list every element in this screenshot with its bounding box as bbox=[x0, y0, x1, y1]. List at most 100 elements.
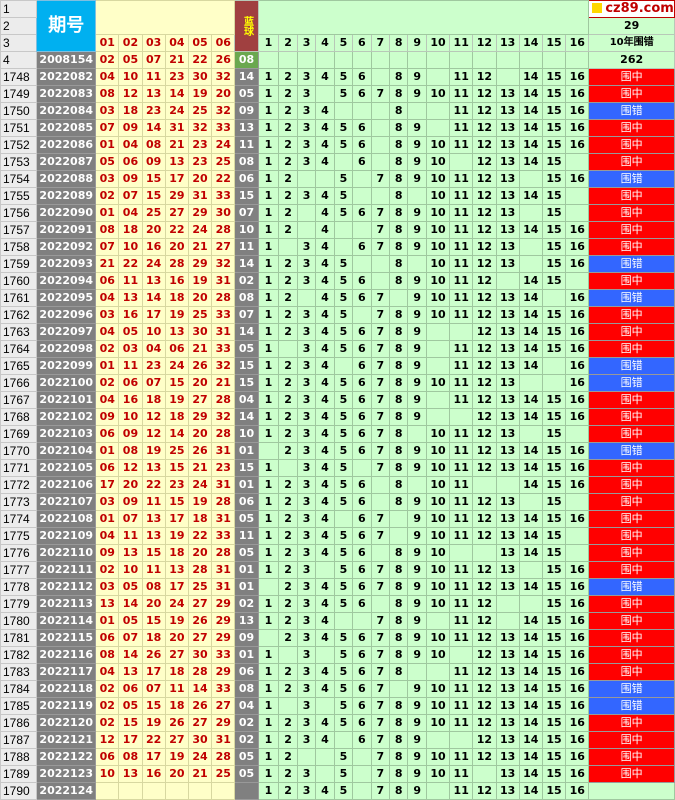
zone-cell[interactable]: 2 bbox=[278, 595, 298, 613]
period-cell[interactable]: 2022090 bbox=[36, 204, 97, 222]
zone-cell[interactable]: 5 bbox=[333, 340, 354, 358]
zone-cell[interactable]: 9 bbox=[407, 85, 427, 103]
zone-cell[interactable] bbox=[352, 306, 372, 324]
zone-cell[interactable] bbox=[278, 340, 298, 358]
red-ball-cell[interactable]: 03 bbox=[95, 493, 120, 511]
zone-cell[interactable]: 16 bbox=[565, 85, 590, 103]
red-ball-cell[interactable]: 01 bbox=[95, 612, 120, 630]
row-header[interactable]: 1756 bbox=[0, 204, 38, 222]
zone-cell[interactable]: 12 bbox=[472, 136, 497, 154]
red-ball-cell[interactable]: 16 bbox=[118, 306, 143, 324]
zone-cell[interactable]: 5 bbox=[333, 323, 354, 341]
red-ball-cell[interactable]: 18 bbox=[164, 544, 189, 562]
zone-cell[interactable]: 1 bbox=[257, 136, 280, 154]
red-ball-cell[interactable]: 13 bbox=[164, 153, 189, 171]
zone-cell[interactable]: 9 bbox=[407, 697, 427, 715]
row-header[interactable]: 1772 bbox=[0, 476, 38, 494]
zone-cell[interactable]: 8 bbox=[389, 408, 409, 426]
zone-cell[interactable]: 13 bbox=[495, 255, 520, 273]
zone-cell[interactable]: 16 bbox=[565, 289, 590, 307]
zone-cell[interactable]: 3 bbox=[296, 595, 317, 613]
zone-cell[interactable] bbox=[370, 476, 391, 494]
red-ball-cell[interactable]: 01 bbox=[95, 136, 120, 154]
red-ball-cell[interactable]: 15 bbox=[141, 612, 166, 630]
zone-cell[interactable]: 12 bbox=[472, 646, 497, 664]
zone-cell[interactable]: 12 bbox=[472, 629, 497, 647]
zone-cell[interactable]: 6 bbox=[352, 476, 372, 494]
red-ball-cell[interactable]: 04 bbox=[95, 663, 120, 681]
zone-cell[interactable] bbox=[370, 102, 391, 120]
zone-cell[interactable] bbox=[352, 187, 372, 205]
zone-cell[interactable]: 8 bbox=[389, 765, 409, 783]
zone-cell[interactable]: 6 bbox=[352, 663, 372, 681]
zone-cell[interactable]: 1 bbox=[257, 714, 280, 732]
zone-cell[interactable]: 6 bbox=[352, 391, 372, 409]
zone-cell[interactable]: 9 bbox=[407, 782, 427, 800]
zone-cell[interactable]: 4 bbox=[315, 102, 335, 120]
zone-cell[interactable]: 3 bbox=[296, 238, 317, 256]
zone-cell[interactable]: 12 bbox=[472, 306, 497, 324]
zone-cell[interactable]: 13 bbox=[495, 578, 520, 596]
zone-cell[interactable]: 13 bbox=[495, 748, 520, 766]
zone-cell[interactable]: 9 bbox=[407, 204, 427, 222]
red-ball-cell[interactable]: 09 bbox=[95, 544, 120, 562]
zone-cell[interactable] bbox=[472, 765, 497, 783]
zone-cell[interactable]: 15 bbox=[541, 306, 567, 324]
zone-cell[interactable]: 16 bbox=[565, 595, 590, 613]
zone-cell[interactable]: 15 bbox=[541, 221, 567, 239]
red-ball-cell[interactable]: 02 bbox=[95, 714, 120, 732]
zone-cell[interactable]: 7 bbox=[370, 357, 391, 375]
zone-cell[interactable]: 4 bbox=[315, 663, 335, 681]
zone-cell[interactable] bbox=[352, 255, 372, 273]
zone-cell[interactable]: 16 bbox=[565, 697, 590, 715]
result-cell[interactable]: 围中 bbox=[588, 493, 675, 511]
zone-cell[interactable]: 10 bbox=[425, 374, 451, 392]
red-ball-cell[interactable]: 23 bbox=[187, 153, 213, 171]
zone-cell[interactable] bbox=[449, 731, 474, 749]
zone-cell[interactable]: 5 bbox=[333, 697, 354, 715]
zone-cell[interactable]: 15 bbox=[541, 646, 567, 664]
zone-cell[interactable]: 1 bbox=[257, 238, 280, 256]
period-cell[interactable]: 2022121 bbox=[36, 731, 97, 749]
red-ball-cell[interactable]: 02 bbox=[95, 187, 120, 205]
zone-cell[interactable] bbox=[425, 340, 451, 358]
zone-cell[interactable]: 10 bbox=[425, 646, 451, 664]
zone-cell[interactable]: 9 bbox=[407, 595, 427, 613]
zone-cell[interactable]: 16 bbox=[565, 459, 590, 477]
zone-cell[interactable]: 15 bbox=[541, 408, 567, 426]
zone-cell[interactable]: 14 bbox=[518, 459, 543, 477]
red-ball-cell[interactable]: 12 bbox=[118, 85, 143, 103]
row-header[interactable]: 1780 bbox=[0, 612, 38, 630]
zone-cell[interactable] bbox=[257, 51, 280, 69]
zone-cell[interactable]: 6 bbox=[352, 510, 372, 528]
zone-cell[interactable]: 13 bbox=[495, 391, 520, 409]
red-ball-cell[interactable]: 09 bbox=[118, 170, 143, 188]
zone-cell[interactable]: 5 bbox=[333, 765, 354, 783]
blue-ball-cell[interactable]: 04 bbox=[234, 697, 259, 715]
red-ball-cell[interactable] bbox=[164, 782, 189, 800]
zone-cell[interactable] bbox=[518, 170, 543, 188]
zone-cell[interactable]: 16 bbox=[565, 765, 590, 783]
zone-cell[interactable]: 13 bbox=[495, 187, 520, 205]
period-cell[interactable]: 2022123 bbox=[36, 765, 97, 783]
red-ball-cell[interactable]: 31 bbox=[187, 187, 213, 205]
zone-cell[interactable] bbox=[518, 51, 543, 69]
red-ball-cell[interactable]: 25 bbox=[141, 204, 166, 222]
result-cell[interactable] bbox=[588, 782, 675, 800]
row-header[interactable]: 1760 bbox=[0, 272, 38, 290]
zone-cell[interactable]: 13 bbox=[495, 289, 520, 307]
zone-cell[interactable]: 5 bbox=[333, 272, 354, 290]
zone-cell[interactable]: 2 bbox=[278, 578, 298, 596]
zone-cell[interactable]: 12 bbox=[472, 204, 497, 222]
zone-cell[interactable]: 14 bbox=[518, 731, 543, 749]
red-ball-cell[interactable]: 25 bbox=[187, 306, 213, 324]
red-ball-cell[interactable]: 09 bbox=[118, 119, 143, 137]
red-ball-cell[interactable]: 08 bbox=[95, 85, 120, 103]
zone-cell[interactable]: 9 bbox=[407, 357, 427, 375]
zone-cell[interactable] bbox=[333, 102, 354, 120]
red-ball-cell[interactable]: 06 bbox=[164, 340, 189, 358]
zone-cell[interactable]: 14 bbox=[518, 408, 543, 426]
zone-cell[interactable]: 10 bbox=[425, 136, 451, 154]
zone-cell[interactable]: 7 bbox=[370, 629, 391, 647]
zone-cell[interactable]: 10 bbox=[425, 578, 451, 596]
